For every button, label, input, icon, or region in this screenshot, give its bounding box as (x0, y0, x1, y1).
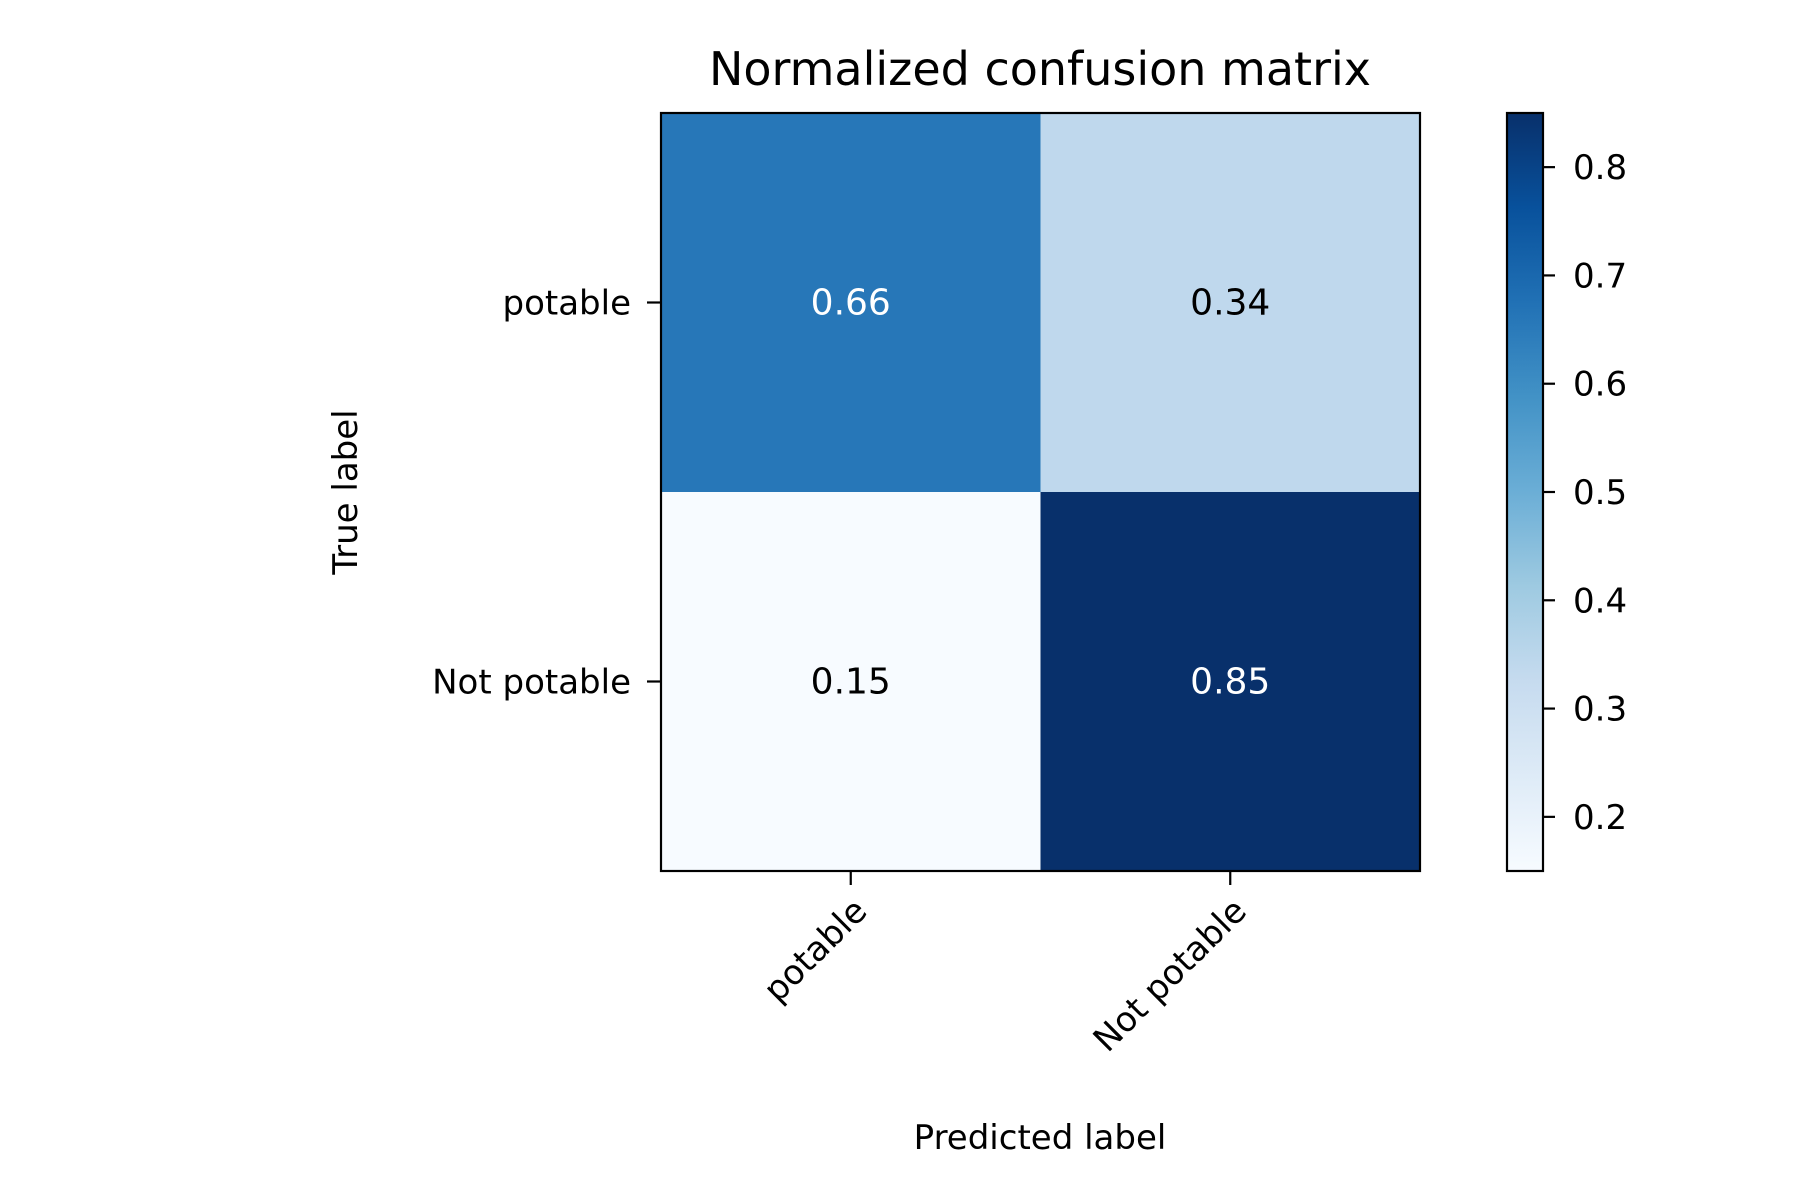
x-tick-label: potable (756, 891, 875, 1010)
colorbar-tick-label: 0.3 (1573, 690, 1627, 730)
y-axis-label: True label (326, 409, 366, 575)
y-tick-label: potable (503, 284, 632, 324)
heatmap-cell (1040, 492, 1421, 872)
colorbar-tick-label: 0.2 (1573, 798, 1627, 838)
colorbar-tick-label: 0.5 (1573, 473, 1627, 513)
x-tick-label: Not potable (1086, 891, 1255, 1060)
x-axis-label: Predicted label (914, 1118, 1167, 1158)
cell-value-label: 0.85 (1190, 662, 1270, 703)
y-tick-label: Not potable (432, 663, 631, 703)
colorbar-ticks: 0.2 0.3 0.4 0.5 0.6 0.7 0.8 (1543, 148, 1627, 838)
colorbar-tick-label: 0.7 (1573, 256, 1627, 296)
heatmap-cell (661, 113, 1041, 493)
colorbar (1505, 111, 1545, 873)
plot-frame (659, 111, 1422, 873)
colorbar-tick-label: 0.4 (1573, 581, 1627, 621)
cell-value-label: 0.66 (811, 283, 891, 324)
heatmap-cell-labels: 0.66 0.34 0.15 0.85 (811, 283, 1271, 703)
heatmap-cells (661, 113, 1421, 872)
cell-value-label: 0.15 (811, 662, 891, 703)
colorbar-tick-label: 0.6 (1573, 365, 1627, 405)
y-axis-ticks: potable Not potable (432, 284, 661, 703)
cell-value-label: 0.34 (1190, 283, 1270, 324)
colorbar-tick-label: 0.8 (1573, 148, 1627, 188)
heatmap-cell (1040, 113, 1421, 493)
x-axis-ticks: potable Not potable (756, 871, 1255, 1060)
chart-title: Normalized confusion matrix (709, 42, 1371, 96)
heatmap-cell (661, 492, 1041, 872)
